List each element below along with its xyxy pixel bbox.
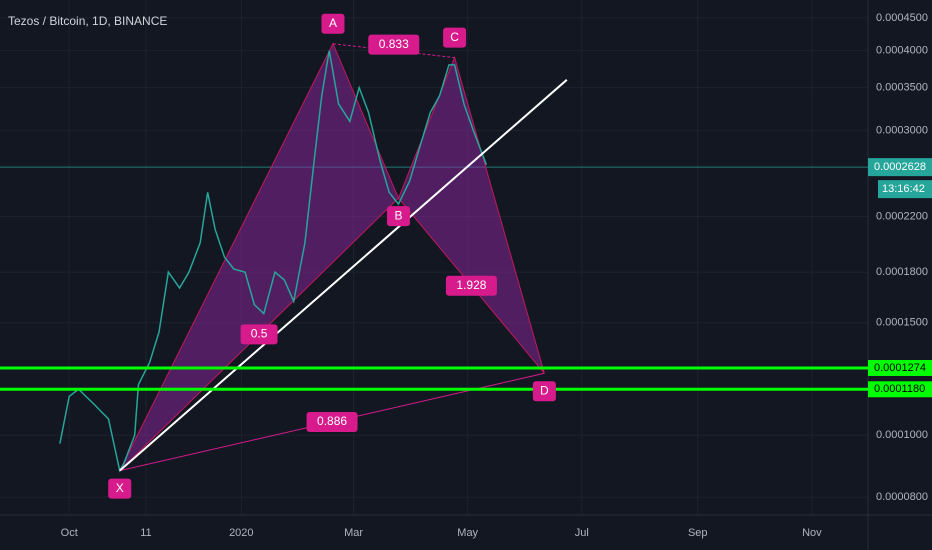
point-label-box [321,13,345,34]
x-tick-label: Nov [802,527,822,539]
ratio-label: 1.928 [456,278,486,292]
y-tick-label: 0.0003000 [876,124,928,136]
ratio-label: 0.886 [317,414,347,428]
y-tick-label: 0.0002200 [876,210,928,222]
point-label-box [532,381,556,402]
point-label: D [540,383,549,397]
ratio-label-box [368,34,420,55]
last-price-label: 0.0002628 [874,161,926,173]
point-label-box [386,206,410,227]
y-tick-label: 0.0000800 [876,491,928,503]
ratio-label: 0.833 [379,37,409,51]
y-tick-label: 0.0001500 [876,317,928,329]
chart-title: Tezos / Bitcoin, 1D, BINANCE [8,14,167,28]
plot [0,0,868,515]
x-tick-label: Mar [344,527,363,539]
point-label-box [108,478,132,499]
x-tick-label: Jul [575,527,589,539]
y-tick-label: 0.0004000 [876,44,928,56]
point-label: X [116,481,124,495]
ratio-label-box [306,411,358,432]
level-label: 0.0001274 [874,362,926,374]
last-price-box [868,158,932,177]
level-label-box [868,360,932,377]
point-label: B [394,208,402,222]
ratio-label-box [445,275,497,296]
ratio-label: 0.5 [251,327,268,341]
x-tick-label: Oct [61,527,78,539]
trend-line [119,79,568,472]
ratio-label-box [240,324,278,345]
price-line [59,50,488,473]
y-tick-label: 0.0003500 [876,82,928,94]
x-tick-label: 2020 [229,527,253,539]
x-tick-label: Sep [688,527,708,539]
point-label: C [450,30,459,44]
countdown-label: 13:16:42 [882,183,925,195]
level-label: 0.0001180 [874,383,925,395]
level-label-box [868,381,932,398]
y-tick-label: 0.0001000 [876,429,928,441]
x-tick-label: 11 [140,527,151,539]
x-tick-label: May [457,527,478,539]
point-label: A [329,16,337,30]
y-tick-label: 0.0001800 [876,266,928,278]
countdown-box [878,180,932,199]
point-label-box [443,27,467,48]
y-tick-label: 0.0004500 [876,12,928,24]
